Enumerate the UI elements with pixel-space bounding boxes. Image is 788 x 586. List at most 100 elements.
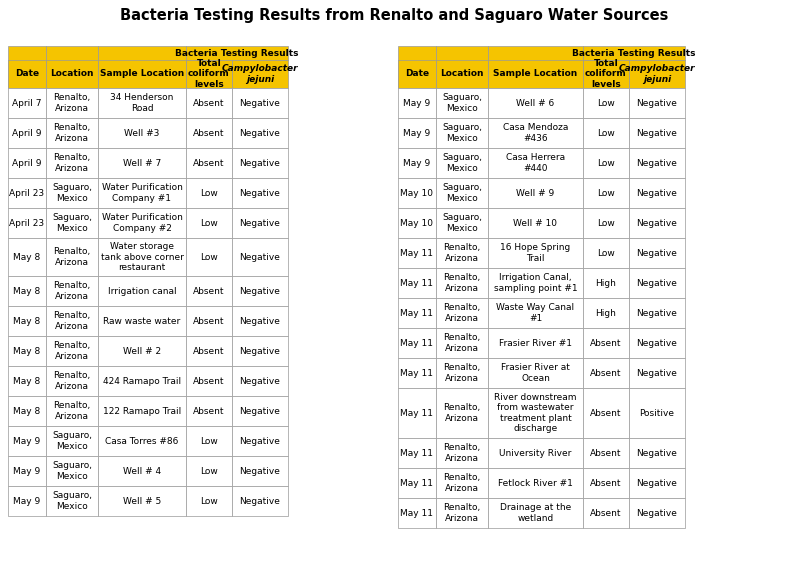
Text: May 11: May 11 — [400, 339, 433, 347]
Bar — [488, 268, 583, 298]
Text: May 11: May 11 — [400, 278, 433, 288]
Bar — [488, 88, 583, 118]
Text: Low: Low — [597, 158, 615, 168]
Bar — [98, 366, 186, 396]
Text: Saguaro,
Mexico: Saguaro, Mexico — [52, 491, 92, 511]
Bar — [398, 268, 436, 298]
Text: May 9: May 9 — [13, 466, 41, 475]
Text: May 9: May 9 — [13, 437, 41, 445]
Bar — [98, 88, 186, 118]
Text: Renalto,
Arizona: Renalto, Arizona — [54, 311, 91, 331]
Text: Well # 2: Well # 2 — [123, 346, 161, 356]
Text: Renalto,
Arizona: Renalto, Arizona — [444, 503, 481, 523]
Text: Sample Location: Sample Location — [100, 70, 184, 79]
Text: Low: Low — [597, 248, 615, 257]
Text: May 9: May 9 — [13, 496, 41, 506]
Bar — [232, 336, 288, 366]
Text: Campylobacter
jejuni: Campylobacter jejuni — [221, 64, 299, 84]
Text: Negative: Negative — [637, 509, 678, 517]
Bar — [629, 148, 685, 178]
Bar — [186, 426, 232, 456]
Text: Well # 10: Well # 10 — [514, 219, 557, 227]
Text: Well # 5: Well # 5 — [123, 496, 161, 506]
Text: 34 Henderson
Road: 34 Henderson Road — [110, 93, 173, 113]
Bar — [232, 426, 288, 456]
Bar — [629, 468, 685, 498]
Bar — [436, 238, 488, 268]
Text: Saguaro,
Mexico: Saguaro, Mexico — [442, 183, 482, 203]
Bar — [186, 88, 232, 118]
Text: Renalto,
Arizona: Renalto, Arizona — [444, 403, 481, 423]
Bar — [488, 238, 583, 268]
Text: Absent: Absent — [590, 448, 622, 458]
Bar — [186, 396, 232, 426]
Text: Low: Low — [597, 219, 615, 227]
Text: Renalto,
Arizona: Renalto, Arizona — [444, 333, 481, 353]
Text: May 8: May 8 — [13, 376, 41, 386]
Text: Well #3: Well #3 — [125, 128, 160, 138]
Bar — [583, 148, 629, 178]
Text: High: High — [596, 308, 616, 318]
Bar — [46, 60, 98, 88]
Bar — [8, 306, 46, 336]
Text: Casa Mendoza
#436: Casa Mendoza #436 — [503, 123, 568, 143]
Bar — [583, 46, 685, 60]
Bar — [186, 306, 232, 336]
Text: Raw waste water: Raw waste water — [103, 316, 180, 325]
Text: Renalto,
Arizona: Renalto, Arizona — [444, 243, 481, 263]
Text: River downstream
from wastewater
treatment plant
discharge: River downstream from wastewater treatme… — [494, 393, 577, 433]
Text: Fetlock River #1: Fetlock River #1 — [498, 479, 573, 488]
Text: Water Purification
Company #2: Water Purification Company #2 — [102, 213, 183, 233]
Text: Water Purification
Company #1: Water Purification Company #1 — [102, 183, 183, 203]
Bar — [629, 208, 685, 238]
Text: Renalto,
Arizona: Renalto, Arizona — [54, 401, 91, 421]
Text: Negative: Negative — [240, 407, 281, 415]
Bar — [488, 208, 583, 238]
Bar — [46, 88, 98, 118]
Text: Bacteria Testing Results: Bacteria Testing Results — [175, 49, 299, 57]
Bar — [98, 276, 186, 306]
Bar — [488, 438, 583, 468]
Text: High: High — [596, 278, 616, 288]
Bar — [629, 358, 685, 388]
Bar — [46, 46, 98, 88]
Bar — [629, 498, 685, 528]
Bar — [232, 486, 288, 516]
Text: Saguaro,
Mexico: Saguaro, Mexico — [442, 213, 482, 233]
Bar — [98, 46, 186, 88]
Text: Absent: Absent — [193, 158, 225, 168]
Text: Renalto,
Arizona: Renalto, Arizona — [54, 247, 91, 267]
Bar — [46, 366, 98, 396]
Text: Absent: Absent — [193, 287, 225, 295]
Bar — [436, 208, 488, 238]
Bar — [436, 268, 488, 298]
Bar — [583, 438, 629, 468]
Bar — [436, 328, 488, 358]
Text: Low: Low — [200, 466, 217, 475]
Text: Waste Way Canal
#1: Waste Way Canal #1 — [496, 304, 574, 323]
Bar — [98, 486, 186, 516]
Text: Renalto,
Arizona: Renalto, Arizona — [444, 304, 481, 323]
Text: Low: Low — [597, 189, 615, 197]
Text: Renalto,
Arizona: Renalto, Arizona — [54, 123, 91, 143]
Bar — [8, 336, 46, 366]
Text: Negative: Negative — [637, 278, 678, 288]
Text: Negative: Negative — [637, 189, 678, 197]
Text: Absent: Absent — [193, 376, 225, 386]
Text: Location: Location — [50, 70, 94, 79]
Text: Renalto,
Arizona: Renalto, Arizona — [54, 372, 91, 391]
Bar — [232, 208, 288, 238]
Bar — [398, 438, 436, 468]
Bar — [46, 486, 98, 516]
Bar — [629, 60, 685, 88]
Text: Negative: Negative — [637, 369, 678, 377]
Text: Renalto,
Arizona: Renalto, Arizona — [444, 443, 481, 463]
Bar — [8, 178, 46, 208]
Text: Date: Date — [405, 70, 429, 79]
Bar — [186, 60, 232, 88]
Text: Absent: Absent — [193, 128, 225, 138]
Bar — [98, 396, 186, 426]
Text: May 8: May 8 — [13, 287, 41, 295]
Text: Low: Low — [200, 437, 217, 445]
Bar — [583, 60, 629, 88]
